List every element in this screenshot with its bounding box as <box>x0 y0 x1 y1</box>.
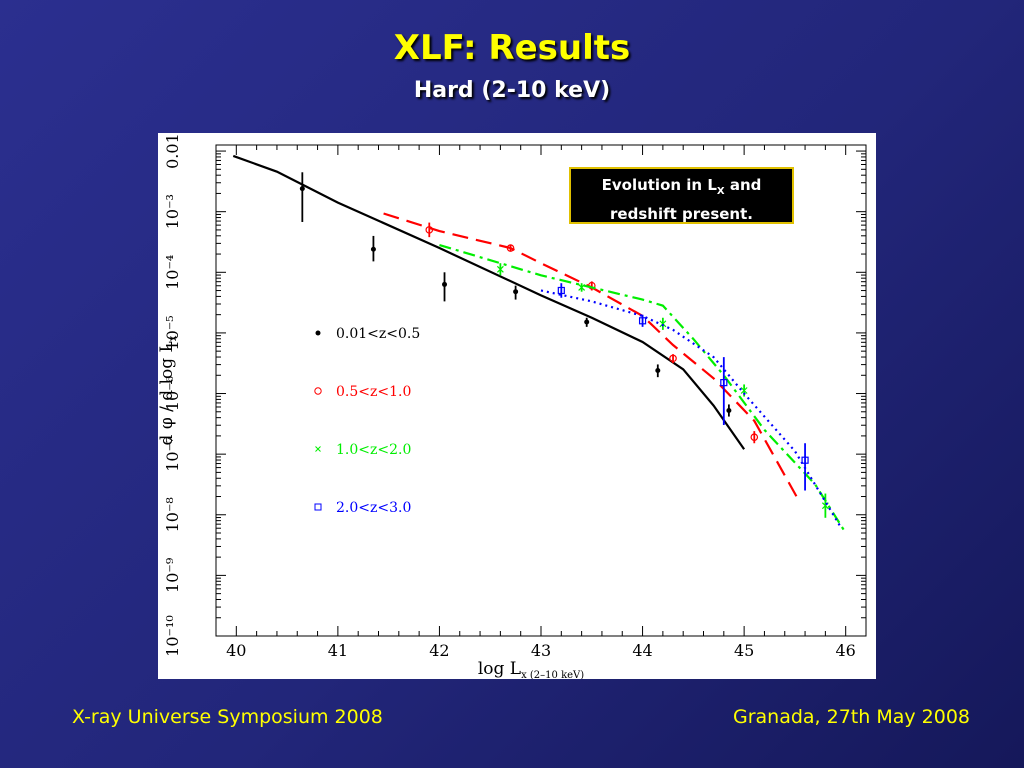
data-point-0 <box>584 319 590 325</box>
x-tick-label: 44 <box>632 641 652 660</box>
legend-marker-0 <box>315 330 321 336</box>
data-point-1 <box>750 433 759 441</box>
x-axis-label: log Lx (2–10 keV) <box>478 659 584 679</box>
y-tick-label: 10⁻⁴ <box>163 255 182 290</box>
series-line-2 <box>439 243 847 534</box>
xlf-chart: 40 41 42 43 44 45 46 0.01 10⁻³ 10⁻⁴ 10⁻⁵ 10⁻⁶ 10⁻⁷ 10… <box>157 133 867 681</box>
x-tick-label: 40 <box>226 641 246 660</box>
slide-title: XLF: Results <box>393 28 631 68</box>
slide-subtitle: Hard (2-10 keV) <box>413 78 611 103</box>
annotation-subscript: X <box>716 186 725 197</box>
data-point-2 <box>659 320 667 328</box>
y-axis-label: d φ / d log Lx <box>158 335 179 445</box>
series-line-3 <box>540 289 842 528</box>
data-point-1 <box>506 244 515 252</box>
annotation-prefix: Evolution in L <box>601 176 717 194</box>
data-point-3 <box>801 456 809 464</box>
x-tick-label: 41 <box>328 641 348 660</box>
data-point-2 <box>578 284 586 291</box>
legend-label-0: 0.01<z<0.5 <box>336 326 420 342</box>
y-tick-label: 10⁻⁸ <box>163 497 182 532</box>
x-tick-label: 42 <box>429 641 449 660</box>
legend-label-1: 0.5<z<1.0 <box>336 384 411 400</box>
annotation-line-2: redshift present. <box>610 205 753 223</box>
annotation-suffix: and <box>724 176 762 194</box>
data-point-1 <box>669 354 677 363</box>
y-tick-label: 10⁻¹⁰ <box>163 615 182 657</box>
footer-date: Granada, 27th May 2008 <box>732 706 970 728</box>
data-point-2 <box>740 387 748 394</box>
y-tick-label: 10⁻⁵ <box>163 315 182 350</box>
legend-marker-1 <box>314 387 322 395</box>
footer-event: X-ray Universe Symposium 2008 <box>72 706 383 728</box>
data-point-0 <box>513 289 519 295</box>
data-point-0 <box>442 281 448 287</box>
legend-marker-3 <box>314 503 322 511</box>
data-point-1 <box>425 226 434 234</box>
y-axis-label-subscript: x <box>168 335 179 341</box>
y-tick-label: 10⁻⁷ <box>163 437 182 472</box>
x-tick-label: 46 <box>836 641 856 660</box>
y-tick-label: 10⁻⁶ <box>163 376 182 411</box>
x-tick-label: 43 <box>531 641 551 660</box>
data-point-3 <box>557 286 565 295</box>
data-point-0 <box>370 246 376 252</box>
data-point-2 <box>496 265 504 273</box>
series-line-1 <box>383 212 801 504</box>
x-axis-label-subscript: x (2–10 keV) <box>521 670 584 679</box>
annotation-box: Evolution in LX and redshift present. <box>569 167 794 224</box>
legend-marker-2 <box>315 446 321 452</box>
y-tick-label: 10⁻⁹ <box>163 557 182 593</box>
data-point-3 <box>638 317 647 325</box>
plot-panel: 40 41 42 43 44 45 46 0.01 10⁻³ 10⁻⁴ 10⁻⁵ 10⁻⁶ 10⁻⁷ 10… <box>157 133 876 681</box>
series-line-0 <box>232 154 746 450</box>
data-point-0 <box>726 408 732 414</box>
data-point-0 <box>299 186 305 192</box>
data-point-3 <box>720 379 728 387</box>
x-tick-label: 45 <box>734 641 754 660</box>
legend-label-3: 2.0<z<3.0 <box>336 500 411 516</box>
data-point-0 <box>655 367 661 373</box>
y-tick-label: 10⁻³ <box>163 194 182 229</box>
y-tick-label: 0.01 <box>163 133 182 169</box>
annotation-line-1: Evolution in LX and <box>571 174 792 203</box>
legend-label-2: 1.0<z<2.0 <box>336 442 411 458</box>
